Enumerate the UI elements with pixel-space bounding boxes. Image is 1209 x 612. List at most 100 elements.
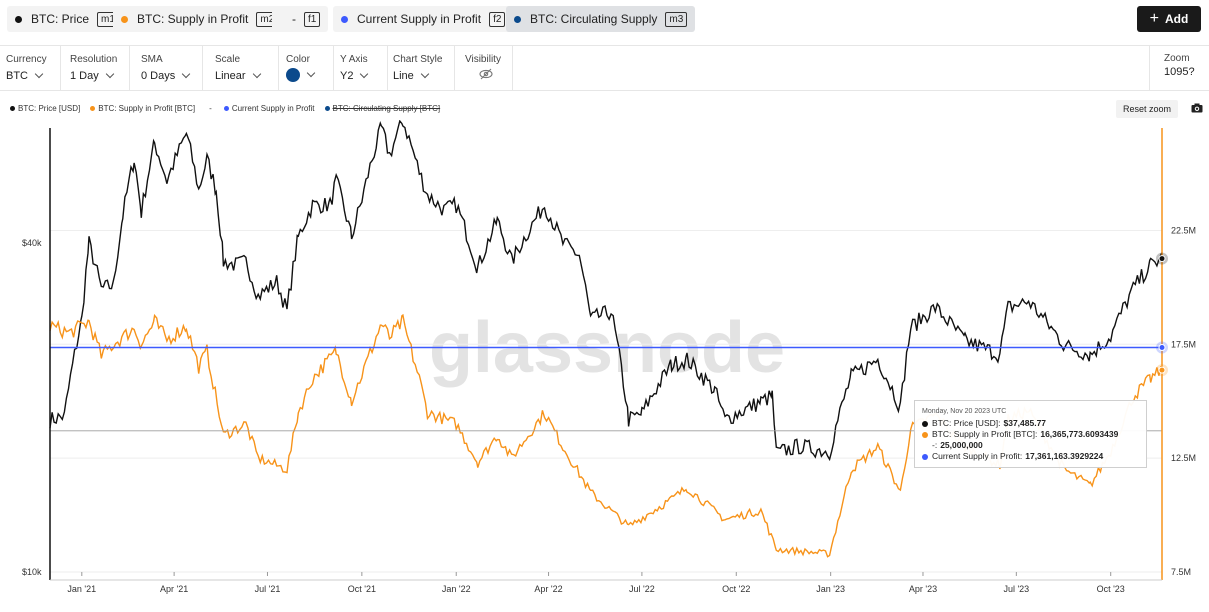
x-tick-label: Jul '22 <box>629 584 655 594</box>
x-tick-label: Jul '23 <box>1003 584 1029 594</box>
series-line <box>49 120 1163 462</box>
metric-pill-circulating-supply[interactable]: BTC: Circulating Supply m3 <box>506 6 696 32</box>
legend-item-circulating-supply[interactable]: BTC: Circulating Supply [BTC] <box>324 103 441 113</box>
legend-item-supply-in-profit[interactable]: BTC: Supply in Profit [BTC] <box>90 104 195 113</box>
visibility-toggle[interactable]: Visibility <box>459 46 513 91</box>
x-tick-label: Apr '21 <box>160 584 188 594</box>
chart-style-select[interactable]: Chart Style Line <box>387 46 455 91</box>
currency-select[interactable]: Currency BTC <box>0 46 61 91</box>
series-end-marker <box>1158 343 1166 351</box>
metric-key-badge: m3 <box>665 11 688 27</box>
metric-key-badge: f1 <box>304 11 321 27</box>
control-label: SMA <box>141 54 163 65</box>
metric-pill-formula-f1[interactable]: - f1 <box>272 6 329 32</box>
legend-item-formula[interactable]: - <box>209 104 212 113</box>
plus-icon: + <box>1149 10 1159 27</box>
y-axis-select[interactable]: Y Axis Y2 <box>334 46 388 91</box>
chevron-down-icon <box>182 69 191 79</box>
x-tick-label: Oct '23 <box>1097 584 1125 594</box>
legend-dot <box>10 105 15 111</box>
y-right-tick-label: 17.5M <box>1171 339 1196 349</box>
series-end-marker <box>1158 255 1166 263</box>
metric-label: BTC: Circulating Supply <box>530 12 658 26</box>
chevron-down-icon <box>360 69 369 79</box>
control-label: Zoom <box>1164 53 1190 64</box>
add-metric-button[interactable]: + Add <box>1137 6 1201 32</box>
zoom-select[interactable]: Zoom 1095? <box>1149 46 1209 91</box>
x-tick-label: Oct '22 <box>722 584 750 594</box>
sma-select[interactable]: SMA 0 Days <box>135 46 203 91</box>
chevron-down-icon <box>34 69 44 79</box>
metric-color-dot <box>121 15 128 23</box>
chart-area[interactable]: glassnode 7.5M12.5M17.5M22.5M$10k$40kJan… <box>0 120 1209 612</box>
tooltip-label: BTC: Price [USD]: <box>932 418 1001 428</box>
metric-label: - <box>292 12 296 26</box>
tooltip-label: BTC: Supply in Profit [BTC]: <box>932 429 1038 439</box>
tooltip-label: Current Supply in Profit: <box>932 451 1023 461</box>
resolution-select[interactable]: Resolution 1 Day <box>64 46 130 91</box>
tooltip-label: -: <box>932 440 938 450</box>
tooltip-dot <box>922 420 928 427</box>
x-tick-label: Oct '21 <box>348 584 376 594</box>
y-right-tick-label: 7.5M <box>1171 567 1191 577</box>
legend-label: BTC: Supply in Profit [BTC] <box>98 103 196 113</box>
y-right-tick-label: 22.5M <box>1171 225 1196 235</box>
x-tick-label: Jan '23 <box>816 584 845 594</box>
tooltip-dot <box>922 431 928 438</box>
legend-label: - <box>209 103 212 113</box>
legend-item-current-supply-in-profit[interactable]: Current Supply in Profit <box>223 103 315 113</box>
metric-color-dot <box>341 15 348 23</box>
add-button-label: Add <box>1165 12 1189 26</box>
y-left-tick-label: $40k <box>22 238 42 248</box>
chevron-down-icon <box>420 69 430 79</box>
chevron-down-icon <box>252 69 261 79</box>
chart-hover-markers <box>1156 252 1168 377</box>
chevron-down-icon <box>105 69 114 79</box>
metric-color-dot <box>514 15 521 23</box>
tooltip-row: -: 25,000,000 <box>922 440 1139 451</box>
color-select[interactable]: Color <box>280 46 334 91</box>
y-right-tick-label: 12.5M <box>1171 453 1196 463</box>
metric-pill-current-supply-in-profit[interactable]: Current Supply in Profit f2 <box>333 6 514 32</box>
chevron-down-icon <box>306 68 316 78</box>
metric-label: Current Supply in Profit <box>357 12 482 26</box>
reset-zoom-button[interactable]: Reset zoom <box>1116 100 1178 118</box>
legend-label: Current Supply in Profit <box>231 103 315 113</box>
control-value: Linear <box>215 70 246 82</box>
x-tick-label: Apr '22 <box>534 584 562 594</box>
legend-label: BTC: Circulating Supply [BTC] <box>332 103 441 113</box>
metric-label: BTC: Price <box>31 12 90 26</box>
x-tick-label: Apr '23 <box>909 584 937 594</box>
metric-color-dot <box>15 15 22 23</box>
chart-tooltip: Monday, Nov 20 2023 UTC BTC: Price [USD]… <box>914 400 1147 468</box>
control-label: Y Axis <box>340 54 368 65</box>
tooltip-row: Current Supply in Profit: 17,361,163.3929… <box>922 451 1139 462</box>
control-label: Scale <box>215 54 241 65</box>
chart-controls: Currency BTC Resolution 1 Day SMA 0 Days… <box>0 46 1209 91</box>
legend-label: BTC: Price [USD] <box>18 103 81 113</box>
scale-select[interactable]: Scale Linear <box>209 46 279 91</box>
color-swatch <box>286 68 300 82</box>
legend-item-price[interactable]: BTC: Price [USD] <box>10 104 80 113</box>
control-value: 1095? <box>1164 66 1195 78</box>
control-label: Currency <box>6 54 47 65</box>
x-tick-label: Jul '21 <box>255 584 281 594</box>
x-tick-label: Jan '22 <box>442 584 471 594</box>
control-value: BTC <box>6 70 28 82</box>
metric-pill-supply-in-profit[interactable]: BTC: Supply in Profit m2 <box>113 6 287 32</box>
control-value: 1 Day <box>70 70 99 82</box>
legend-dot <box>223 105 229 111</box>
legend-dot <box>90 105 96 111</box>
tooltip-dot <box>922 443 928 449</box>
control-value: Line <box>393 70 414 82</box>
series-end-marker <box>1158 366 1166 374</box>
control-label: Color <box>286 54 310 65</box>
tooltip-row: BTC: Supply in Profit [BTC]: 16,365,773.6… <box>922 429 1139 440</box>
metric-pill-price[interactable]: BTC: Price m1 <box>7 6 127 32</box>
control-value: 0 Days <box>141 70 176 82</box>
tooltip-value: 16,365,773.6093439 <box>1040 429 1119 439</box>
metric-label: BTC: Supply in Profit <box>137 12 249 26</box>
chart-legend: BTC: Price [USD] BTC: Supply in Profit [… <box>10 101 450 115</box>
camera-icon[interactable] <box>1191 103 1203 113</box>
metric-key-badge: f2 <box>489 11 506 27</box>
